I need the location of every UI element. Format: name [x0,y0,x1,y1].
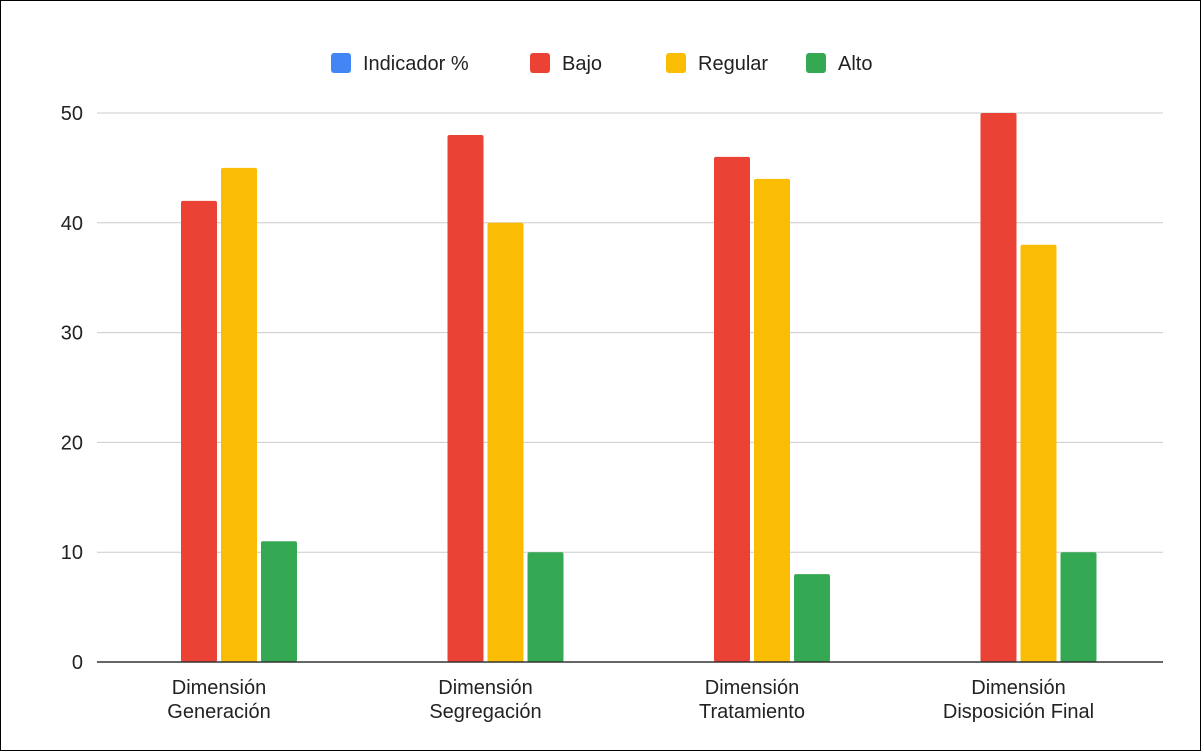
legend-swatch [806,53,826,73]
bar-alto-1 [261,541,297,662]
x-tick-label-line: Tratamiento [699,701,805,723]
legend-label: Bajo [562,53,602,75]
x-tick-label-line: Dimensión [971,677,1065,699]
x-tick-label-4: Dimensión Disposición Final [943,677,1094,723]
y-tick-label-30: 30 [61,323,83,345]
x-tick-label-line: Generación [167,701,270,723]
bar-bajo-3 [714,156,750,663]
x-tick-label-line: Dimensión [438,677,532,699]
legend-swatch [530,53,550,73]
bar-bajo-2 [447,134,484,662]
legend-item-regular: Regular [666,53,768,75]
bar-regular-1 [221,167,257,662]
bar-bajo-1 [181,200,217,662]
x-tick-label-line: Dimensión [705,677,799,699]
legend-swatch [331,53,351,73]
bar-alto-3 [794,574,830,662]
y-tick-label-50: 50 [61,103,83,125]
bar-alto-2 [527,552,564,662]
legend-label: Alto [838,53,872,75]
x-tick-label-line: Segregación [429,701,541,723]
y-tick-label-40: 40 [61,213,83,235]
x-tick-label-line: Disposición Final [943,701,1094,723]
x-tick-label-1: Dimensión Generación [167,677,270,723]
x-tick-label-3: Dimensión Tratamiento [699,677,805,723]
legend-swatch [666,53,686,73]
x-tick-label-line: Dimensión [172,677,266,699]
legend-label: Regular [698,53,768,75]
y-tick-label-20: 20 [61,432,83,454]
y-tick-labels: 0 10 20 30 40 50 [61,103,83,674]
y-tick-label-10: 10 [61,542,83,564]
bar-regular-2 [487,222,524,663]
y-tick-label-0: 0 [72,652,83,674]
legend-item-bajo: Bajo [530,53,602,75]
legend-item-indicador-: Indicador % [331,53,469,75]
bar-bajo-4 [980,113,1017,662]
legend-label: Indicador % [363,53,469,75]
legend: Indicador % Bajo Regular Alto [331,53,872,75]
bar-regular-3 [754,178,790,662]
bars [181,113,1097,663]
x-tick-label-2: Dimensión Segregación [429,677,541,723]
bar-regular-4 [1020,244,1057,662]
bar-alto-4 [1060,552,1097,662]
legend-item-alto: Alto [806,53,872,75]
